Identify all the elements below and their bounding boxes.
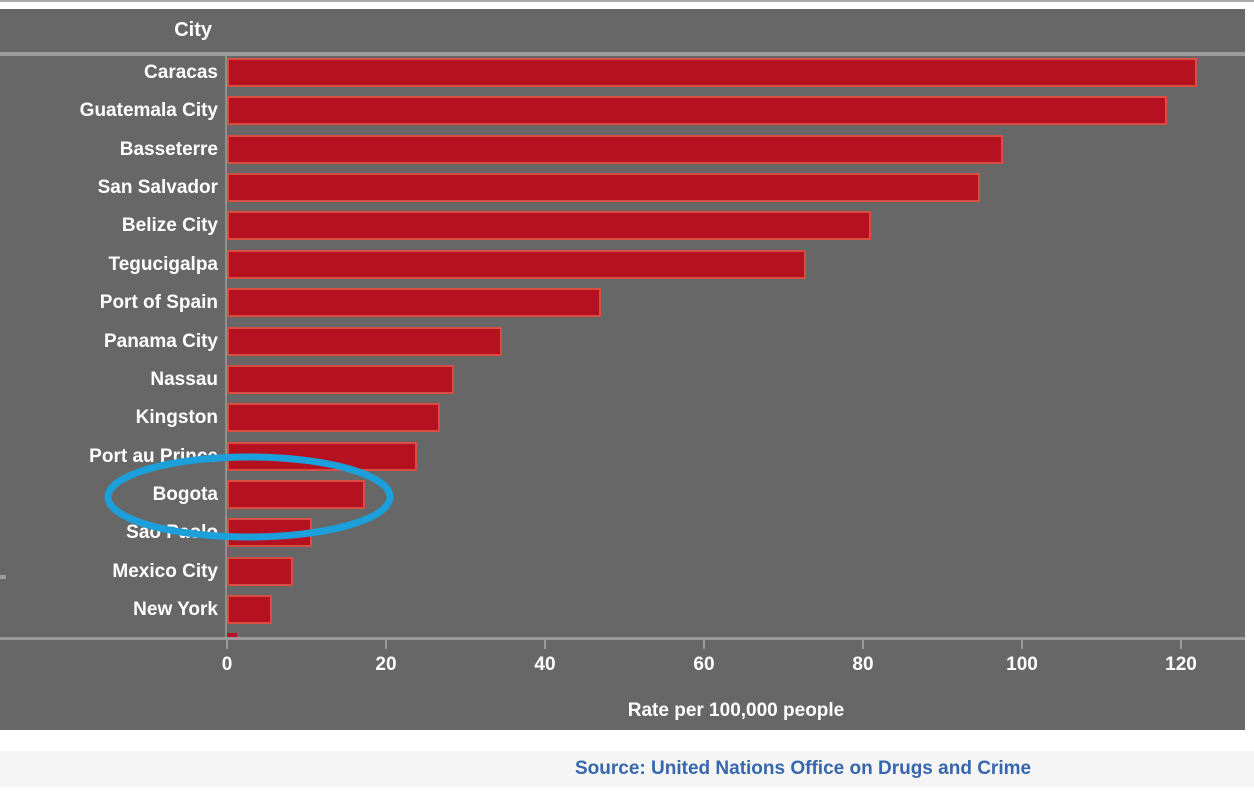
category-label: Kingston (135, 407, 218, 428)
bar (227, 173, 980, 202)
category-label: San Salvador (97, 177, 218, 198)
category-label: Belize City (121, 215, 218, 236)
bar (227, 595, 272, 624)
x-tick-label: 0 (221, 654, 233, 675)
x-tick-label: 60 (693, 654, 715, 675)
bar (227, 250, 806, 279)
x-tick (1021, 640, 1023, 649)
bar (227, 58, 1197, 87)
bar (227, 288, 601, 317)
x-tick-label: 100 (1006, 654, 1038, 675)
category-label: Mexico City (112, 561, 218, 582)
bar (227, 135, 1003, 164)
category-label: Guatemala City (79, 100, 218, 121)
category-label: New York (133, 599, 218, 620)
x-tick-label: 120 (1165, 654, 1197, 675)
x-tick-label: 40 (534, 654, 556, 675)
source-text: Source: United Nations Office on Drugs a… (575, 758, 1032, 779)
x-tick-label: 20 (375, 654, 397, 675)
x-axis-line (0, 637, 1245, 640)
header-separator-line (0, 52, 1245, 56)
bar (227, 557, 293, 586)
x-tick (226, 640, 228, 649)
bar (227, 480, 365, 509)
category-label: Port of Spain (99, 292, 218, 313)
partial-bottom-bar (227, 633, 237, 637)
category-label: Basseterre (119, 139, 218, 160)
bar (227, 365, 454, 394)
category-label: Caracas (144, 62, 218, 83)
y-axis-zero-line (225, 56, 227, 637)
x-tick-label: 80 (852, 654, 874, 675)
left-edge-tick (0, 575, 6, 579)
x-tick (862, 640, 864, 649)
chart-header-band: City (0, 9, 1245, 52)
bar (227, 327, 502, 356)
x-tick (1180, 640, 1182, 649)
category-label: Port au Prince (89, 446, 218, 467)
footer-strip: Source: United Nations Office on Drugs a… (0, 751, 1254, 787)
x-tick (544, 640, 546, 649)
bar (227, 403, 440, 432)
city-column-header: City (174, 19, 212, 41)
bar (227, 96, 1167, 125)
x-tick (385, 640, 387, 649)
category-label: Bogota (152, 484, 218, 505)
bar (227, 442, 417, 471)
bar (227, 211, 871, 240)
category-label: Sao Paolo (126, 522, 218, 543)
bar-chart: City Caracas Guatemala City Basseterre San … (0, 9, 1245, 730)
x-axis-title: Rate per 100,000 people (627, 700, 845, 721)
x-tick (703, 640, 705, 649)
category-label: Tegucigalpa (108, 254, 218, 275)
category-label: Panama City (103, 331, 218, 352)
bar (227, 518, 312, 547)
top-border-line (0, 0, 1254, 2)
category-label: Nassau (150, 369, 218, 390)
